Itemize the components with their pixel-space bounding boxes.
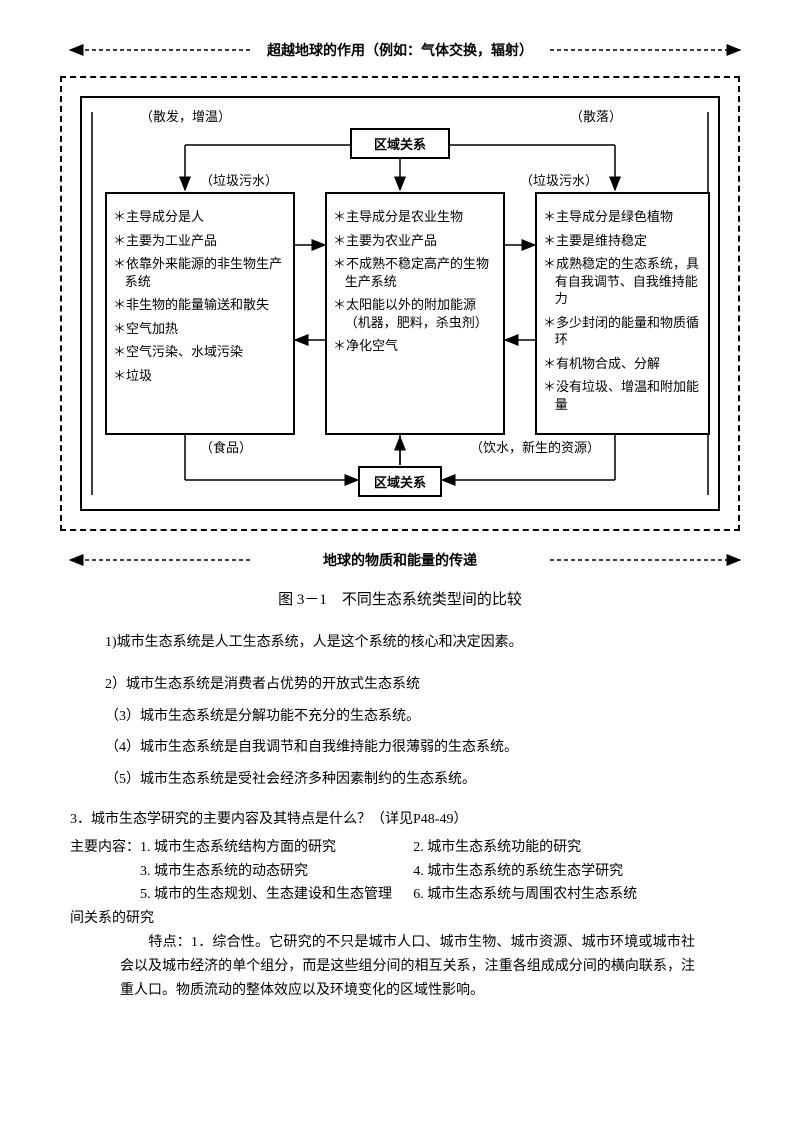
trait-paragraph: 特点：1．综合性。它研究的不只是城市人口、城市生物、城市资源、城市环境或城市社会… bbox=[120, 931, 695, 1002]
content-item: 4. 城市生态系统的系统生态学研究 bbox=[413, 860, 730, 884]
column-box-1: ＊主导成分是人 ＊主要为工业产品 ＊依靠外来能源的非生物生产系统 ＊非生物的能量… bbox=[105, 192, 295, 435]
edge-label-mid-right: （垃圾污水） bbox=[520, 170, 598, 189]
bullet-4: （4）城市生态系统是自我调节和自我维持能力很薄弱的生态系统。 bbox=[105, 736, 730, 760]
column-3-list: ＊主导成分是绿色植物 ＊主要是维持稳定 ＊成熟稳定的生态系统，具有自我调节、自我… bbox=[543, 208, 702, 413]
bullet-5: （5）城市生态系统是受社会经济多种因素制约的生态系统。 bbox=[105, 768, 730, 792]
bullet-3: （3）城市生态系统是分解功能不充分的生态系统。 bbox=[105, 705, 730, 729]
content-item: 3. 城市生态系统的动态研究 bbox=[70, 860, 413, 884]
content-item-6-cont: 间关系的研究 bbox=[70, 907, 730, 931]
content-item: 2. 城市生态系统功能的研究 bbox=[413, 836, 730, 860]
list-item: ＊太阳能以外的附加能源（机器，肥料，杀虫剂） bbox=[333, 296, 497, 331]
column-2-list: ＊主导成分是农业生物 ＊主要为农业产品 ＊不成熟不稳定高产的生物生产系统 ＊太阳… bbox=[333, 208, 497, 355]
content-row-1: 主要内容：1. 城市生态系统结构方面的研究 2. 城市生态系统功能的研究 bbox=[70, 836, 730, 860]
ecosystem-diagram: 超越地球的作用（例如：气体交换，辐射） bbox=[50, 40, 750, 570]
list-item: ＊主要是维持稳定 bbox=[543, 232, 702, 250]
content-item: 5. 城市的生态规划、生态建设和生态管理 bbox=[70, 883, 413, 907]
list-item: ＊主要为工业产品 bbox=[113, 232, 287, 250]
edge-label-mid-left: （垃圾污水） bbox=[200, 170, 278, 189]
edge-label-bot-left: （食品） bbox=[200, 437, 252, 456]
list-item: ＊垃圾 bbox=[113, 367, 287, 385]
list-item: ＊主要为农业产品 bbox=[333, 232, 497, 250]
diagram-bottom-caption: 地球的物质和能量的传递 bbox=[50, 550, 750, 570]
section3-heading: 3．城市生态学研究的主要内容及其特点是什么？（详见P48-49） bbox=[70, 808, 730, 832]
column-box-3: ＊主导成分是绿色植物 ＊主要是维持稳定 ＊成熟稳定的生态系统，具有自我调节、自我… bbox=[535, 192, 710, 435]
list-item: ＊空气污染、水域污染 bbox=[113, 343, 287, 361]
edge-label-top-right: （散落） bbox=[570, 106, 622, 125]
content-row-3: 5. 城市的生态规划、生态建设和生态管理 6. 城市生态系统与周围农村生态系统 bbox=[70, 883, 730, 907]
trait-label: 特点： bbox=[120, 935, 191, 950]
content-item: 1. 城市生态系统结构方面的研究 bbox=[140, 840, 336, 855]
bottom-region-box: 区域关系 bbox=[358, 466, 442, 497]
list-item: ＊没有垃圾、增温和附加能量 bbox=[543, 378, 702, 413]
list-item: ＊主导成分是人 bbox=[113, 208, 287, 226]
edge-label-top-left: （散发，增温） bbox=[140, 106, 231, 125]
edge-label-bot-right: （饮水，新生的资源） bbox=[470, 437, 600, 456]
content-item: 6. 城市生态系统与周围农村生态系统 bbox=[413, 883, 730, 907]
list-item: ＊非生物的能量输送和散失 bbox=[113, 296, 287, 314]
main-content-label: 主要内容： bbox=[70, 840, 140, 855]
list-item: ＊多少封闭的能量和物质循环 bbox=[543, 314, 702, 349]
content-row-2: 3. 城市生态系统的动态研究 4. 城市生态系统的系统生态学研究 bbox=[70, 860, 730, 884]
list-item: ＊空气加热 bbox=[113, 320, 287, 338]
list-item: ＊依靠外来能源的非生物生产系统 bbox=[113, 255, 287, 290]
list-item: ＊成熟稳定的生态系统，具有自我调节、自我维持能力 bbox=[543, 255, 702, 308]
top-region-box: 区域关系 bbox=[350, 128, 450, 159]
list-item: ＊净化空气 bbox=[333, 337, 497, 355]
bullet-1: 1)城市生态系统是人工生态系统，人是这个系统的核心和决定因素。 bbox=[105, 631, 730, 655]
list-item: ＊主导成分是绿色植物 bbox=[543, 208, 702, 226]
trait-text: 1．综合性。它研究的不只是城市人口、城市生物、城市资源、城市环境或城市社会以及城… bbox=[120, 935, 695, 998]
bullet-2: 2）城市生态系统是消费者占优势的开放式生态系统 bbox=[105, 673, 730, 697]
list-item: ＊主导成分是农业生物 bbox=[333, 208, 497, 226]
list-item: ＊有机物合成、分解 bbox=[543, 355, 702, 373]
column-box-2: ＊主导成分是农业生物 ＊主要为农业产品 ＊不成熟不稳定高产的生物生产系统 ＊太阳… bbox=[325, 192, 505, 435]
column-1-list: ＊主导成分是人 ＊主要为工业产品 ＊依靠外来能源的非生物生产系统 ＊非生物的能量… bbox=[113, 208, 287, 384]
list-item: ＊不成熟不稳定高产的生物生产系统 bbox=[333, 255, 497, 290]
figure-title: 图 3－1 不同生态系统类型间的比较 bbox=[50, 588, 750, 609]
